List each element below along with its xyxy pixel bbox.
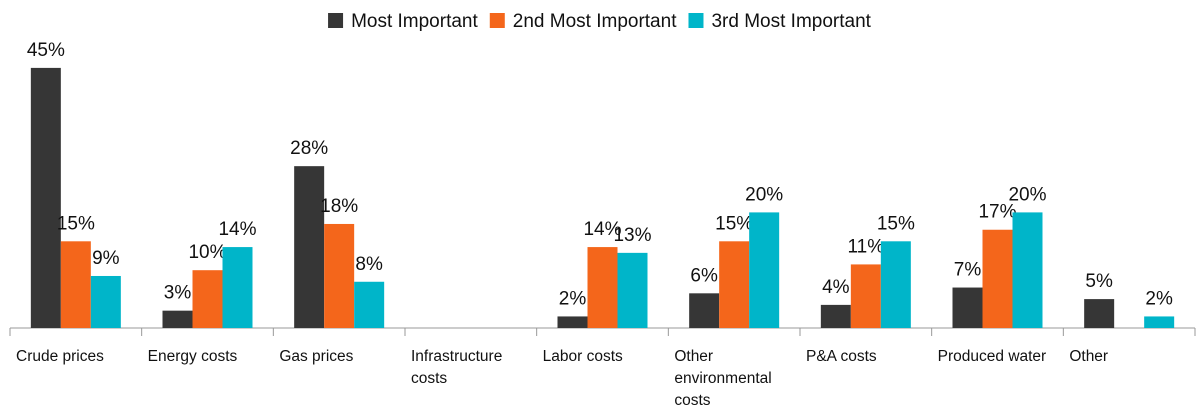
bar [324,223,355,328]
x-tick-label: Produced water [937,348,1047,365]
data-label: 13% [613,225,651,246]
bar [1012,212,1043,328]
legend-label: Most Important [351,11,478,32]
bar [820,304,851,328]
legend-label: 2nd Most Important [513,11,677,32]
legend-swatch [328,13,344,28]
bar [294,166,325,328]
bar [850,264,881,328]
x-tick-label: Energy costs [147,348,238,365]
data-label: 15% [715,213,753,234]
data-label: 17% [978,202,1016,223]
bar [162,310,193,328]
bar [880,241,911,328]
data-label: 15% [877,213,915,234]
data-label: 20% [745,184,783,205]
data-label: 14% [218,219,256,240]
x-tick-label: Other [1069,348,1109,365]
data-label: 2% [559,288,587,309]
bar [90,275,121,328]
data-label: 8% [355,254,383,275]
x-tick-label: Other environmental costs [674,348,772,409]
data-label: 3% [164,283,192,304]
data-label: 15% [57,213,95,234]
bar [1144,316,1175,328]
data-label: 28% [290,138,328,159]
data-label: 9% [92,248,120,269]
data-label: 10% [188,242,226,263]
bar [587,247,618,328]
data-label: 45% [27,40,65,61]
data-label: 4% [822,277,850,298]
legend-swatch [688,13,704,28]
data-label: 5% [1085,271,1113,292]
bar [30,67,61,329]
x-tick-label: P&A costs [806,348,877,365]
bar [192,270,223,328]
bar [749,212,780,328]
data-label: 7% [954,260,982,281]
x-tick-label: Gas prices [279,348,354,365]
data-label: 6% [690,265,718,286]
bar [982,229,1013,328]
legend-label: 3rd Most Important [711,11,871,32]
legend-swatch [489,13,505,28]
bar [1084,299,1115,328]
bar [60,241,91,328]
data-label: 20% [1008,184,1046,205]
bar [689,293,720,328]
x-tick-label: Crude prices [16,348,104,365]
bar [354,281,385,328]
x-tick-label: Labor costs [542,348,623,365]
bar [952,287,983,328]
x-tick-label: Infrastructure costs [411,348,503,387]
bar [617,252,648,328]
data-label: 18% [320,196,358,217]
bar [719,241,750,328]
data-label: 2% [1145,288,1173,309]
bar [557,316,588,328]
data-label: 14% [583,219,621,240]
bar [222,247,253,328]
data-label: 11% [848,236,885,257]
